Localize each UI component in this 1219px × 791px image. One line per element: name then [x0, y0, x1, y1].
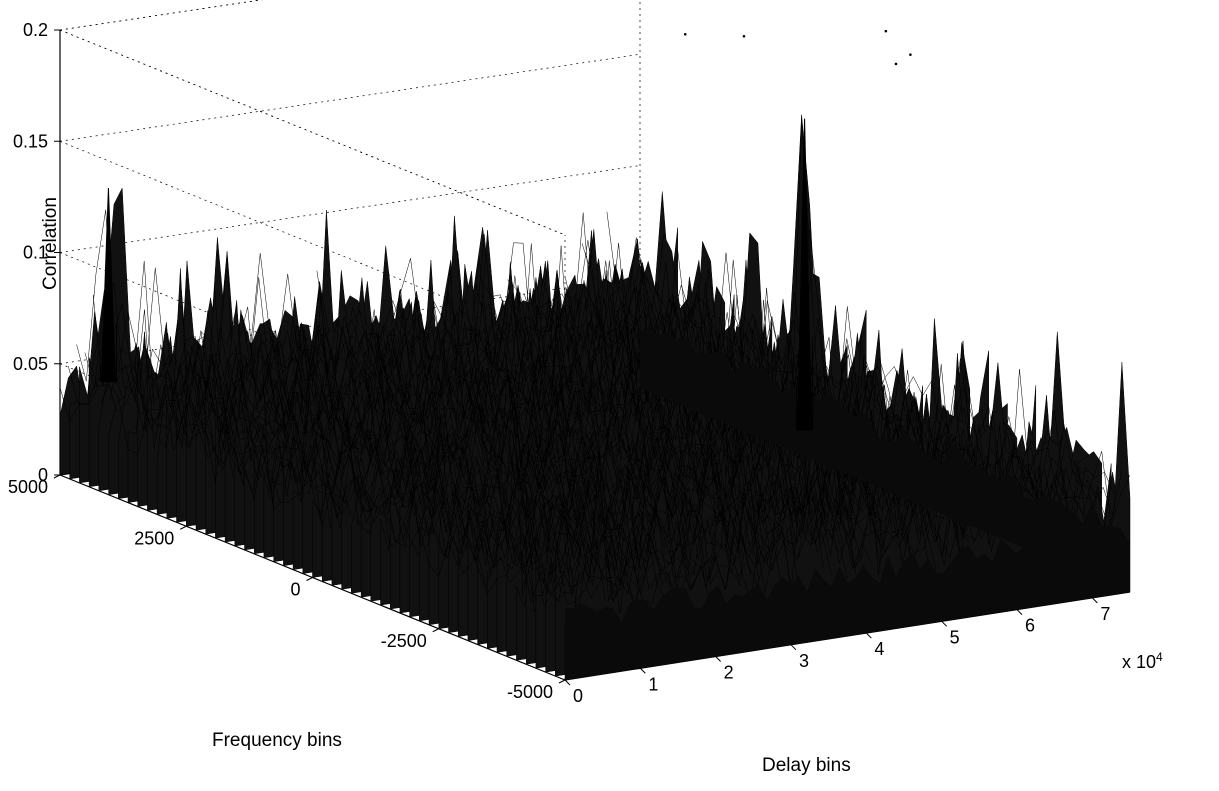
svg-text:5: 5	[950, 627, 960, 647]
svg-text:-2500: -2500	[381, 631, 427, 651]
svg-text:-5000: -5000	[507, 682, 553, 702]
plot-svg: 00.050.10.150.2-5000-2500025005000012345…	[0, 0, 1219, 791]
svg-text:6: 6	[1025, 616, 1035, 636]
z-axis-label: Correlation	[40, 197, 62, 290]
svg-text:2: 2	[724, 663, 734, 683]
svg-text:0.05: 0.05	[13, 354, 48, 374]
svg-text:0: 0	[290, 580, 300, 600]
svg-text:0.2: 0.2	[23, 20, 48, 40]
svg-text:1: 1	[648, 674, 658, 694]
svg-text:3: 3	[799, 651, 809, 671]
svg-text:0: 0	[573, 686, 583, 706]
y-axis-label: Frequency bins	[212, 730, 342, 752]
svg-text:2500: 2500	[134, 528, 174, 548]
svg-text:5000: 5000	[8, 477, 48, 497]
x-axis-exponent: x 104	[1122, 650, 1163, 673]
x-axis-label: Delay bins	[762, 755, 851, 777]
surface-plot-3d: 00.050.10.150.2-5000-2500025005000012345…	[0, 0, 1219, 791]
svg-text:0.15: 0.15	[13, 131, 48, 151]
svg-text:7: 7	[1100, 604, 1110, 624]
svg-text:4: 4	[874, 639, 884, 659]
